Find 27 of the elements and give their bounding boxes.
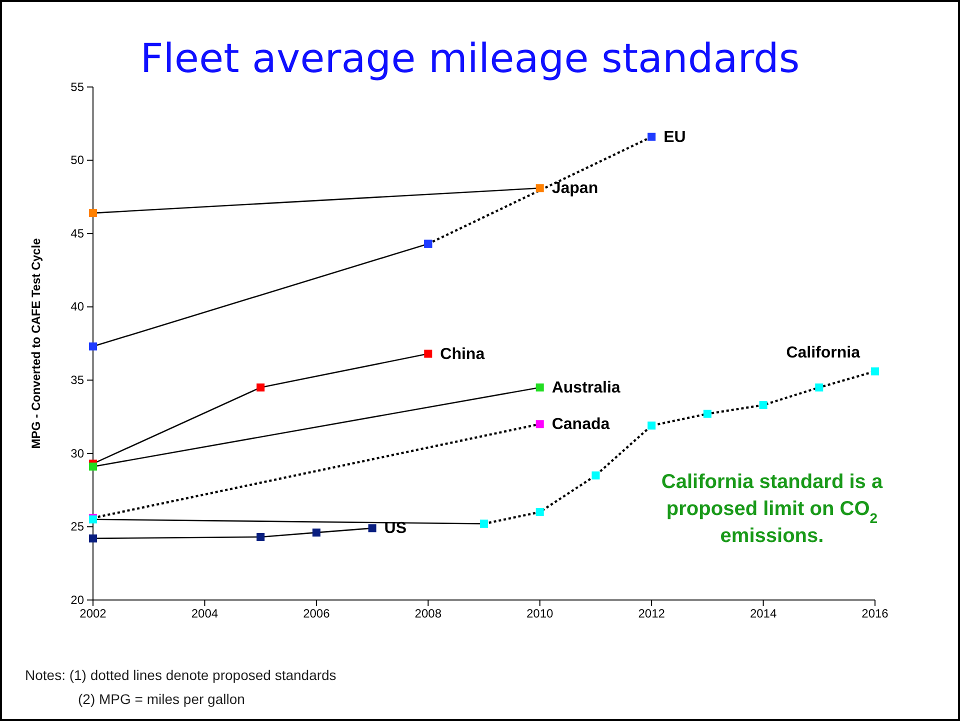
x-tick-label: 2014 <box>750 606 777 621</box>
y-axis-title: MPG - Converted to CAFE Test Cycle <box>29 238 43 449</box>
x-tick-label: 2012 <box>638 606 666 621</box>
x-tick-label: 2008 <box>414 606 442 621</box>
y-tick-label: 55 <box>70 80 84 94</box>
series-label: Japan <box>552 180 598 198</box>
x-tick-label: 2002 <box>80 606 107 621</box>
x-tick-label: 2016 <box>862 606 889 621</box>
y-tick-label: 20 <box>70 592 84 607</box>
chart-title: Fleet average mileage standards <box>140 36 800 82</box>
y-tick-label: 45 <box>70 226 84 240</box>
text: California standard is a proposed limit on CO$_{2}$ emissions. <box>661 471 883 547</box>
series-label: Australia <box>552 379 620 396</box>
series-label: California <box>786 344 860 362</box>
y-tick-label: 40 <box>70 300 84 314</box>
x-tick-label: 2004 <box>191 606 218 621</box>
y-tick-label: 30 <box>70 446 84 460</box>
x-tick-label: 2006 <box>303 606 330 621</box>
x-tick-label: 2010 <box>526 606 554 621</box>
text: Notes: (1) dotted lines denote proposed standards <box>25 667 336 683</box>
series-label: Canada <box>552 416 610 434</box>
y-tick-label: 50 <box>70 153 84 168</box>
series-label: China <box>440 346 485 363</box>
series-label: EU <box>664 128 686 146</box>
text: (2) MPG = miles per gallon <box>78 691 245 707</box>
y-tick-label: 35 <box>70 372 84 387</box>
y-tick-label: 25 <box>70 520 84 534</box>
